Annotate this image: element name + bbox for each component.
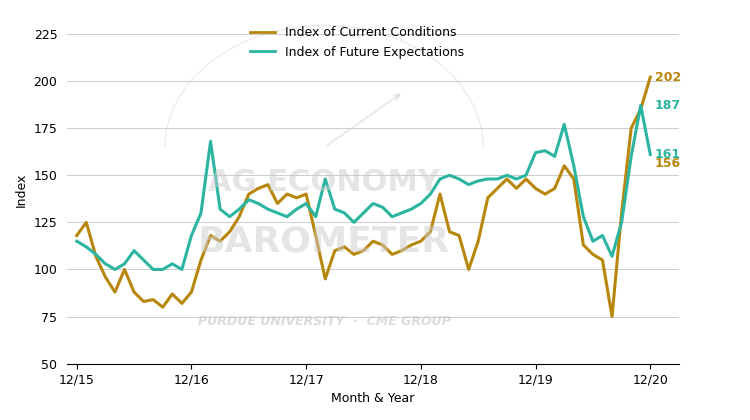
X-axis label: Month & Year: Month & Year [332, 392, 415, 405]
Y-axis label: Index: Index [15, 172, 28, 207]
Text: AG ECONOMY: AG ECONOMY [209, 168, 440, 197]
Text: 202: 202 [655, 71, 681, 84]
Text: BAROMETER: BAROMETER [198, 225, 450, 259]
Text: PURDUE UNIVERSITY  ·  CME GROUP: PURDUE UNIVERSITY · CME GROUP [198, 315, 451, 328]
Text: 156: 156 [655, 158, 681, 171]
Text: 187: 187 [655, 99, 681, 112]
Text: 161: 161 [655, 148, 681, 161]
Legend: Index of Current Conditions, Index of Future Expectations: Index of Current Conditions, Index of Fu… [244, 21, 469, 63]
